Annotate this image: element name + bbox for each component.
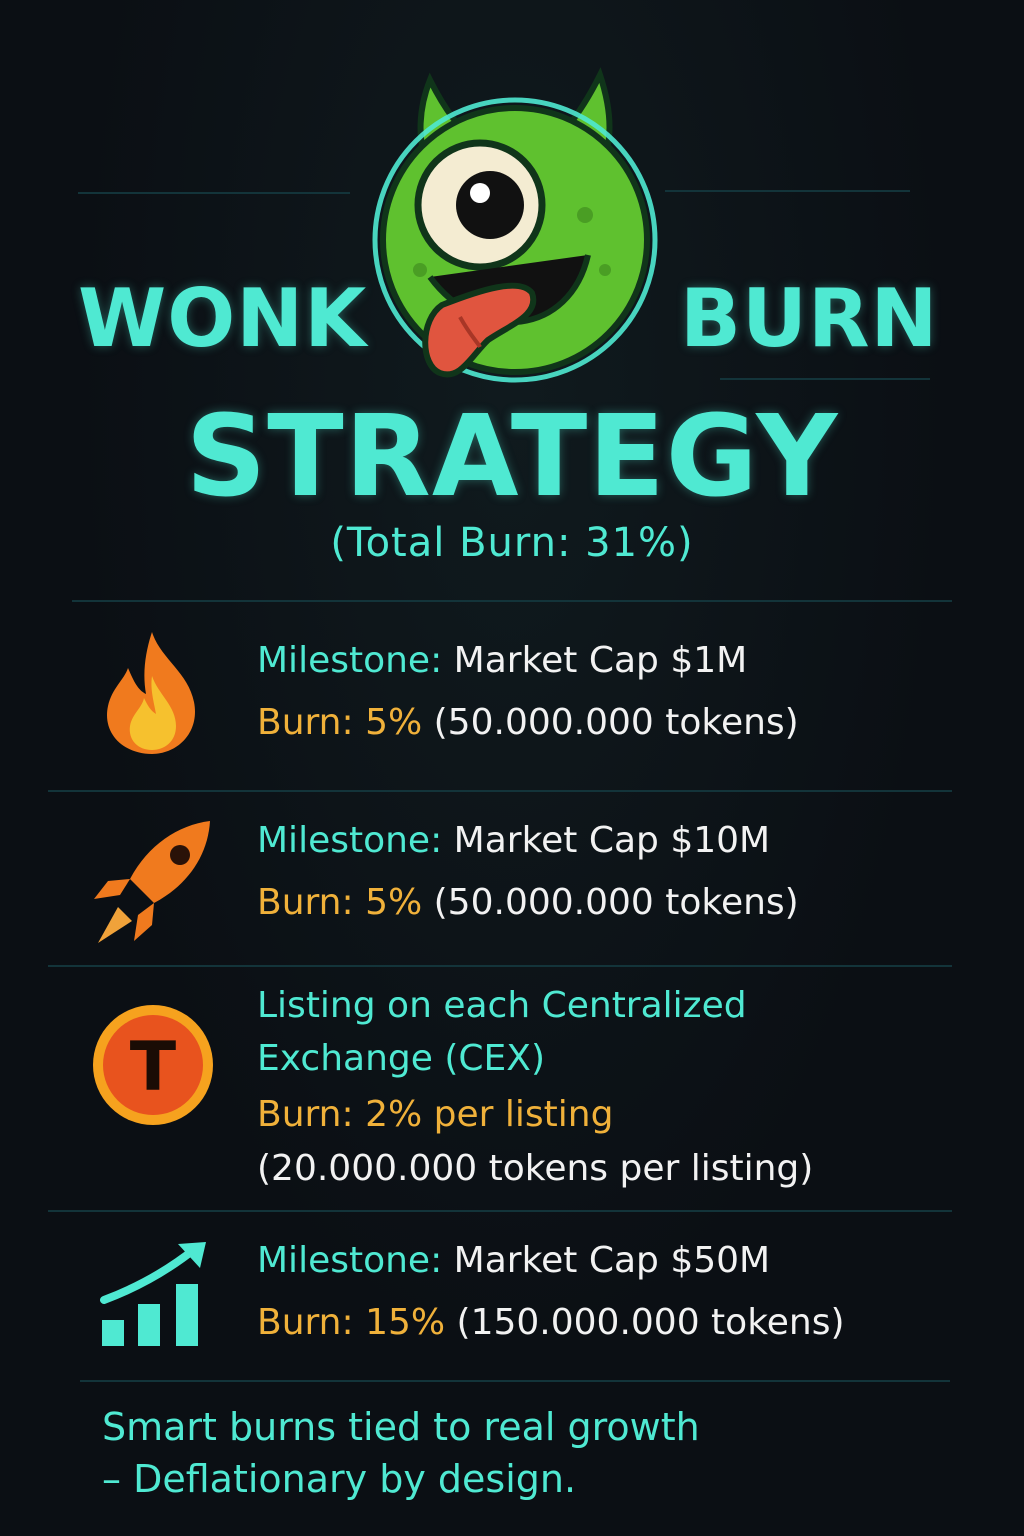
milestone-1-burn: Burn: 5% (50.000.000 tokens) xyxy=(257,702,799,743)
flame-icon xyxy=(107,632,195,754)
mascot-logo xyxy=(372,67,658,383)
title-wonk: WONK xyxy=(78,272,368,365)
divider xyxy=(48,965,952,967)
divider xyxy=(665,190,910,192)
milestone-4-title: Milestone: Market Cap $50M xyxy=(257,1240,771,1281)
divider xyxy=(48,1210,952,1212)
rocket-icon xyxy=(94,821,210,943)
title-strategy: STRATEGY xyxy=(185,392,839,522)
divider xyxy=(720,378,930,380)
divider xyxy=(80,1380,950,1382)
milestone-4-burn: Burn: 15% (150.000.000 tokens) xyxy=(257,1302,845,1343)
title-burn: BURN xyxy=(680,272,939,365)
listing-burn: Burn: 2% per listing xyxy=(257,1094,614,1135)
milestone-2-burn: Burn: 5% (50.000.000 tokens) xyxy=(257,882,799,923)
divider xyxy=(72,600,952,602)
token-coin-icon: T xyxy=(93,1005,213,1125)
growth-chart-icon xyxy=(100,1242,206,1346)
divider xyxy=(78,192,350,194)
divider xyxy=(48,790,952,792)
total-burn-label: (Total Burn: 31%) xyxy=(330,520,694,566)
milestone-1-title: Milestone: Market Cap $1M xyxy=(257,640,748,681)
milestone-2-title: Milestone: Market Cap $10M xyxy=(257,820,771,861)
svg-text:T: T xyxy=(130,1028,177,1107)
footer-line1: Smart burns tied to real growth xyxy=(102,1405,700,1449)
listing-title-line2: Exchange (CEX) xyxy=(257,1038,545,1079)
listing-title-line1: Listing on each Centralized xyxy=(257,985,747,1026)
listing-burn-detail: (20.000.000 tokens per listing) xyxy=(257,1148,814,1189)
footer-line2: – Deflationary by design. xyxy=(102,1457,577,1501)
